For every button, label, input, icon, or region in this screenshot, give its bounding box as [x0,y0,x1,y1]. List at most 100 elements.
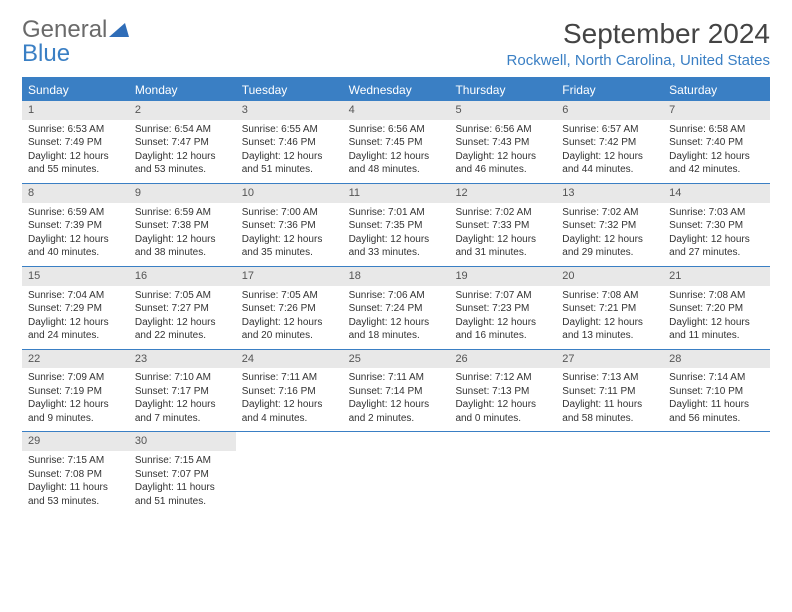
sunset-text: Sunset: 7:42 PM [562,136,657,150]
daylight-text: Daylight: 12 hours and 51 minutes. [242,150,337,177]
sunrise-text: Sunrise: 7:06 AM [349,289,444,303]
day-body: Sunrise: 7:07 AMSunset: 7:23 PMDaylight:… [449,286,556,349]
daylight-text: Daylight: 12 hours and 48 minutes. [349,150,444,177]
sunrise-text: Sunrise: 7:02 AM [562,206,657,220]
day-number: 20 [556,267,663,286]
sunset-text: Sunset: 7:10 PM [669,385,764,399]
daylight-text: Daylight: 12 hours and 16 minutes. [455,316,550,343]
calendar-day [663,432,770,514]
calendar-day: 11Sunrise: 7:01 AMSunset: 7:35 PMDayligh… [343,184,450,266]
sunrise-text: Sunrise: 6:54 AM [135,123,230,137]
sunset-text: Sunset: 7:43 PM [455,136,550,150]
calendar-day [449,432,556,514]
daylight-text: Daylight: 12 hours and 42 minutes. [669,150,764,177]
title-block: September 2024 Rockwell, North Carolina,… [507,18,770,69]
sunrise-text: Sunrise: 7:04 AM [28,289,123,303]
sunrise-text: Sunrise: 7:01 AM [349,206,444,220]
daylight-text: Daylight: 12 hours and 55 minutes. [28,150,123,177]
calendar-day: 27Sunrise: 7:13 AMSunset: 7:11 PMDayligh… [556,350,663,432]
sunrise-text: Sunrise: 7:12 AM [455,371,550,385]
sunrise-text: Sunrise: 7:05 AM [242,289,337,303]
day-body: Sunrise: 6:57 AMSunset: 7:42 PMDaylight:… [556,120,663,183]
day-body: Sunrise: 7:06 AMSunset: 7:24 PMDaylight:… [343,286,450,349]
day-body: Sunrise: 7:01 AMSunset: 7:35 PMDaylight:… [343,203,450,266]
sunset-text: Sunset: 7:30 PM [669,219,764,233]
day-number: 2 [129,101,236,120]
day-body: Sunrise: 7:03 AMSunset: 7:30 PMDaylight:… [663,203,770,266]
day-number: 23 [129,350,236,369]
sunset-text: Sunset: 7:39 PM [28,219,123,233]
day-number: 19 [449,267,556,286]
calendar-day [236,432,343,514]
daylight-text: Daylight: 12 hours and 27 minutes. [669,233,764,260]
calendar-body: 1Sunrise: 6:53 AMSunset: 7:49 PMDaylight… [22,101,770,514]
calendar-day: 26Sunrise: 7:12 AMSunset: 7:13 PMDayligh… [449,350,556,432]
calendar-day: 20Sunrise: 7:08 AMSunset: 7:21 PMDayligh… [556,267,663,349]
calendar-week: 29Sunrise: 7:15 AMSunset: 7:08 PMDayligh… [22,432,770,514]
day-body: Sunrise: 7:08 AMSunset: 7:21 PMDaylight:… [556,286,663,349]
daylight-text: Daylight: 12 hours and 31 minutes. [455,233,550,260]
weekday-header-row: SundayMondayTuesdayWednesdayThursdayFrid… [22,79,770,101]
day-body: Sunrise: 7:04 AMSunset: 7:29 PMDaylight:… [22,286,129,349]
day-body: Sunrise: 7:05 AMSunset: 7:26 PMDaylight:… [236,286,343,349]
day-number: 28 [663,350,770,369]
daylight-text: Daylight: 12 hours and 24 minutes. [28,316,123,343]
calendar-week: 8Sunrise: 6:59 AMSunset: 7:39 PMDaylight… [22,184,770,267]
sunrise-text: Sunrise: 7:00 AM [242,206,337,220]
sunrise-text: Sunrise: 7:07 AM [455,289,550,303]
calendar-week: 15Sunrise: 7:04 AMSunset: 7:29 PMDayligh… [22,267,770,350]
daylight-text: Daylight: 12 hours and 35 minutes. [242,233,337,260]
sunset-text: Sunset: 7:46 PM [242,136,337,150]
calendar-day: 16Sunrise: 7:05 AMSunset: 7:27 PMDayligh… [129,267,236,349]
sunrise-text: Sunrise: 7:05 AM [135,289,230,303]
day-body: Sunrise: 7:15 AMSunset: 7:08 PMDaylight:… [22,451,129,514]
sunrise-text: Sunrise: 7:09 AM [28,371,123,385]
sunset-text: Sunset: 7:29 PM [28,302,123,316]
sunrise-text: Sunrise: 6:55 AM [242,123,337,137]
sunset-text: Sunset: 7:26 PM [242,302,337,316]
sunset-text: Sunset: 7:11 PM [562,385,657,399]
sunset-text: Sunset: 7:17 PM [135,385,230,399]
daylight-text: Daylight: 12 hours and 22 minutes. [135,316,230,343]
sunset-text: Sunset: 7:47 PM [135,136,230,150]
day-number: 4 [343,101,450,120]
sunrise-text: Sunrise: 6:59 AM [28,206,123,220]
day-body: Sunrise: 7:14 AMSunset: 7:10 PMDaylight:… [663,368,770,431]
day-number: 18 [343,267,450,286]
day-body: Sunrise: 7:13 AMSunset: 7:11 PMDaylight:… [556,368,663,431]
sunrise-text: Sunrise: 6:56 AM [349,123,444,137]
day-number: 22 [22,350,129,369]
calendar-day: 5Sunrise: 6:56 AMSunset: 7:43 PMDaylight… [449,101,556,183]
daylight-text: Daylight: 12 hours and 53 minutes. [135,150,230,177]
daylight-text: Daylight: 11 hours and 56 minutes. [669,398,764,425]
daylight-text: Daylight: 12 hours and 46 minutes. [455,150,550,177]
weekday-header: Wednesday [343,79,450,101]
day-number: 16 [129,267,236,286]
calendar-week: 1Sunrise: 6:53 AMSunset: 7:49 PMDaylight… [22,101,770,184]
daylight-text: Daylight: 12 hours and 33 minutes. [349,233,444,260]
day-number: 6 [556,101,663,120]
daylight-text: Daylight: 12 hours and 44 minutes. [562,150,657,177]
sunrise-text: Sunrise: 7:15 AM [135,454,230,468]
day-body: Sunrise: 7:15 AMSunset: 7:07 PMDaylight:… [129,451,236,514]
day-body: Sunrise: 6:56 AMSunset: 7:45 PMDaylight:… [343,120,450,183]
daylight-text: Daylight: 12 hours and 18 minutes. [349,316,444,343]
sunset-text: Sunset: 7:21 PM [562,302,657,316]
daylight-text: Daylight: 12 hours and 20 minutes. [242,316,337,343]
daylight-text: Daylight: 12 hours and 13 minutes. [562,316,657,343]
calendar-day: 4Sunrise: 6:56 AMSunset: 7:45 PMDaylight… [343,101,450,183]
weekday-header: Thursday [449,79,556,101]
calendar-day: 17Sunrise: 7:05 AMSunset: 7:26 PMDayligh… [236,267,343,349]
calendar: SundayMondayTuesdayWednesdayThursdayFrid… [22,77,770,514]
sunrise-text: Sunrise: 7:15 AM [28,454,123,468]
day-body: Sunrise: 7:11 AMSunset: 7:16 PMDaylight:… [236,368,343,431]
day-number: 29 [22,432,129,451]
day-number: 24 [236,350,343,369]
sunset-text: Sunset: 7:45 PM [349,136,444,150]
day-number: 13 [556,184,663,203]
calendar-day: 9Sunrise: 6:59 AMSunset: 7:38 PMDaylight… [129,184,236,266]
daylight-text: Daylight: 12 hours and 40 minutes. [28,233,123,260]
calendar-day: 29Sunrise: 7:15 AMSunset: 7:08 PMDayligh… [22,432,129,514]
calendar-day [343,432,450,514]
day-body: Sunrise: 7:02 AMSunset: 7:32 PMDaylight:… [556,203,663,266]
